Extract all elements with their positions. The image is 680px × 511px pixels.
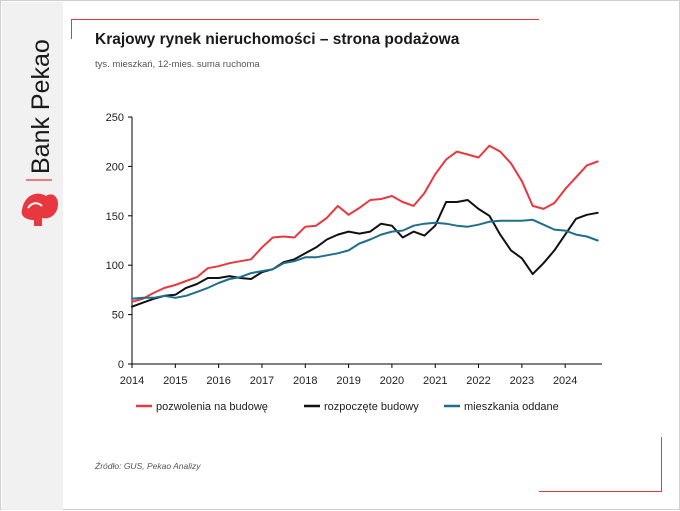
x-tick-label: 2020 [380,375,404,387]
brand-name: Bank Pekao [27,39,55,174]
x-tick-label: 2016 [206,375,230,387]
y-tick-label: 200 [106,161,124,173]
y-tick-label: 0 [118,359,124,371]
pekao-bison-icon [21,193,58,226]
page-title: Krajowy rynek nieruchomości – strona pod… [95,31,460,48]
y-tick-label: 150 [106,211,124,223]
bottom-red-line [539,491,662,492]
x-tick-label: 2019 [336,375,360,387]
y-tick-label: 250 [106,112,124,124]
top-left-red-tick [71,19,72,39]
brand-logo: Bank Pekao [21,39,58,226]
x-tick-label: 2022 [466,375,490,387]
series-line-2 [131,199,599,308]
top-red-line [71,19,539,20]
x-tick-label: 2023 [510,375,534,387]
x-tick-label: 2024 [553,375,577,387]
source-note: Źródło: GUS, Pekao Analizy [95,461,201,471]
y-tick-label: 100 [106,260,124,272]
y-tick-label: 50 [112,310,124,322]
x-tick-label: 2014 [120,375,144,387]
page-subtitle: tys. mieszkań, 12-mies. suma ruchoma [95,59,260,70]
brand-sidebar: Bank Pekao [2,2,63,510]
legend-label-3: mieszkania oddane [464,401,559,413]
legend-label-1: pozwolenia na budowę [156,401,268,413]
right-red-tick [661,437,662,491]
x-tick-label: 2021 [423,375,447,387]
x-tick-label: 2018 [293,375,317,387]
series-line-3 [131,218,599,300]
series-line-1 [131,144,599,303]
legend-label-2: rozpoczęte budowy [324,401,419,413]
x-tick-label: 2015 [163,375,187,387]
x-tick-label: 2017 [250,375,274,387]
